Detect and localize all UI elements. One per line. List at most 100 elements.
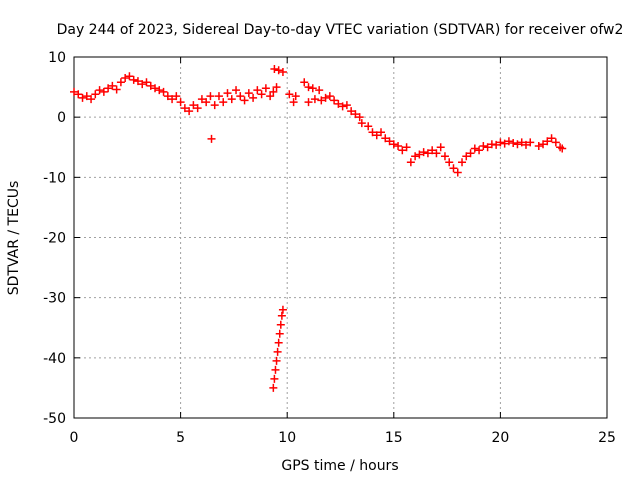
data-point bbox=[74, 90, 83, 99]
data-point bbox=[249, 93, 258, 102]
data-point bbox=[517, 138, 526, 147]
data-point bbox=[338, 102, 347, 111]
data-point bbox=[534, 142, 543, 151]
data-point bbox=[377, 128, 386, 137]
x-tick-label: 20 bbox=[491, 430, 509, 446]
y-tick-label: -30 bbox=[43, 291, 66, 307]
data-point bbox=[266, 92, 275, 101]
axis-ticks: 0 5 10 15 20 25 -50 -40 -30 -20 -10 0 10 bbox=[43, 50, 616, 446]
data-point bbox=[99, 87, 108, 96]
y-tick-label: -50 bbox=[43, 411, 66, 427]
data-point bbox=[402, 143, 411, 152]
data-point bbox=[394, 142, 403, 151]
data-point bbox=[278, 305, 287, 314]
data-point bbox=[304, 98, 313, 107]
data-point bbox=[355, 113, 364, 122]
chart-title: Day 244 of 2023, Sidereal Day-to-day VTE… bbox=[57, 22, 624, 38]
data-point bbox=[82, 92, 91, 101]
x-tick-label: 0 bbox=[70, 430, 79, 446]
data-point bbox=[325, 92, 334, 101]
data-point bbox=[310, 95, 319, 104]
data-points bbox=[70, 65, 567, 392]
data-point bbox=[272, 356, 281, 365]
data-point bbox=[308, 84, 317, 93]
data-point bbox=[269, 383, 278, 392]
data-point bbox=[428, 146, 437, 155]
data-point bbox=[470, 144, 479, 153]
data-point bbox=[334, 99, 343, 108]
data-point bbox=[278, 68, 287, 77]
data-point bbox=[210, 101, 219, 110]
x-tick-label: 10 bbox=[278, 430, 296, 446]
data-point bbox=[342, 101, 351, 110]
data-point bbox=[176, 98, 185, 107]
data-point bbox=[142, 78, 151, 87]
data-point bbox=[291, 92, 300, 101]
data-point bbox=[315, 86, 324, 95]
data-point bbox=[172, 92, 181, 101]
data-point bbox=[276, 320, 285, 329]
data-point bbox=[168, 95, 177, 104]
data-point bbox=[364, 122, 373, 131]
y-tick-label: -10 bbox=[43, 170, 66, 186]
data-point bbox=[304, 83, 313, 92]
data-point bbox=[240, 96, 249, 105]
data-point bbox=[87, 95, 96, 104]
data-point bbox=[513, 140, 522, 149]
data-point bbox=[330, 96, 339, 105]
data-point bbox=[272, 83, 281, 92]
data-point bbox=[232, 86, 241, 95]
data-point bbox=[445, 158, 454, 167]
data-point bbox=[185, 107, 194, 116]
data-point bbox=[95, 86, 104, 95]
data-point bbox=[270, 65, 279, 74]
x-tick-label: 15 bbox=[385, 430, 403, 446]
data-point bbox=[347, 107, 356, 116]
y-tick-label: -40 bbox=[43, 351, 66, 367]
data-point bbox=[202, 98, 211, 107]
data-point bbox=[104, 84, 113, 93]
data-point bbox=[91, 90, 100, 99]
data-point bbox=[129, 75, 138, 84]
data-point bbox=[521, 140, 530, 149]
data-point bbox=[436, 143, 445, 152]
data-point bbox=[285, 90, 294, 99]
data-point bbox=[449, 164, 458, 173]
data-point bbox=[558, 144, 567, 153]
data-point bbox=[193, 104, 202, 113]
data-point bbox=[458, 158, 467, 167]
data-point bbox=[406, 158, 415, 167]
data-point bbox=[223, 89, 232, 98]
data-point bbox=[151, 84, 160, 93]
data-point bbox=[189, 101, 198, 110]
data-point bbox=[419, 148, 428, 157]
data-point bbox=[357, 119, 366, 128]
data-point bbox=[440, 152, 449, 161]
data-point bbox=[214, 92, 223, 101]
data-point bbox=[269, 87, 278, 96]
data-point bbox=[70, 87, 78, 96]
y-tick-label: 10 bbox=[48, 50, 66, 66]
data-point bbox=[411, 152, 420, 161]
data-point bbox=[163, 92, 172, 101]
data-point bbox=[146, 81, 155, 90]
data-point bbox=[275, 329, 284, 338]
data-point bbox=[500, 139, 509, 148]
data-point bbox=[274, 338, 283, 347]
data-point bbox=[274, 66, 283, 75]
data-point bbox=[257, 90, 266, 99]
data-point bbox=[385, 137, 394, 146]
data-point bbox=[133, 77, 142, 86]
data-point bbox=[462, 152, 471, 161]
y-tick-label: -20 bbox=[43, 231, 66, 247]
data-point bbox=[372, 131, 381, 140]
x-tick-label: 5 bbox=[176, 430, 185, 446]
data-point bbox=[289, 98, 298, 107]
data-point bbox=[368, 128, 377, 137]
data-point bbox=[180, 104, 189, 113]
data-point bbox=[547, 134, 556, 143]
data-point bbox=[539, 140, 548, 149]
data-point bbox=[108, 81, 117, 90]
data-point bbox=[321, 93, 330, 102]
data-point bbox=[253, 86, 262, 95]
